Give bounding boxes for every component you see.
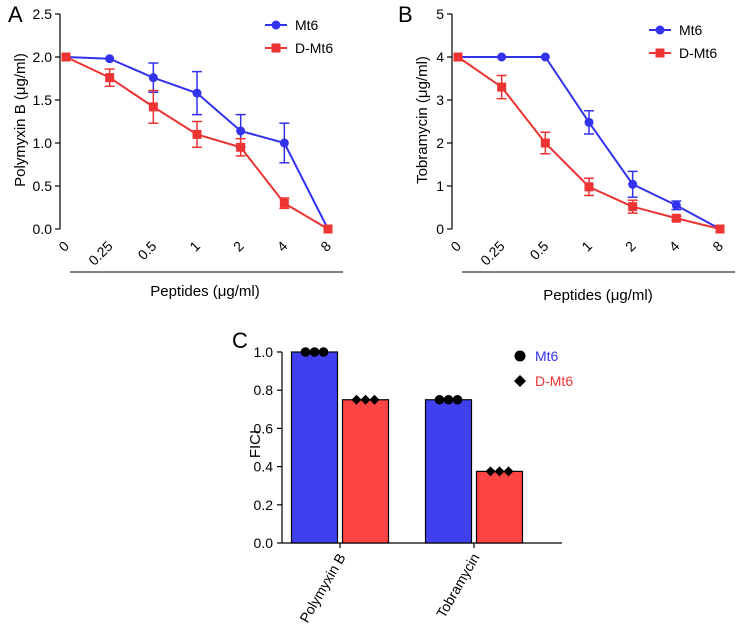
panel-a-point-d-mt6 — [105, 73, 115, 83]
panel-c-point-d-mt6 — [351, 394, 362, 405]
panel-b-legend-label-d-mt6: D-Mt6 — [679, 45, 717, 61]
panel-a-point-mt6 — [148, 73, 158, 83]
panel-b-y-tick-label: 5 — [436, 6, 444, 22]
panel-b-point-d-mt6 — [540, 138, 550, 148]
panel-c-point-mt6 — [452, 394, 463, 405]
panel-c-legend-label-mt6: Mt6 — [535, 348, 559, 364]
panel-c-bar-mt6 — [424, 399, 473, 544]
panel-c-point-mt6 — [309, 347, 320, 357]
panel-c-point-d-mt6 — [485, 466, 496, 477]
panel-c-point-d-mt6 — [369, 394, 380, 405]
panel-b-xlabel: Peptides (μg/ml) — [543, 287, 653, 304]
panel-c-point-mt6 — [318, 347, 329, 357]
panel-c-y-tick-label: 0.8 — [254, 382, 274, 398]
panel-b-x-tick-label: 4 — [666, 238, 683, 255]
panel-b-point-d-mt6 — [584, 182, 594, 192]
panel-c-point-d-mt6 — [494, 466, 505, 477]
panel-a-x-tick-label: 0.25 — [85, 238, 116, 269]
panel-c-chart: C FICI 0.0 0.2 0.4 0.6 0.8 1.0 Polymyxin B Tobr… — [232, 328, 573, 625]
panel-c-y-tick-label: 0.0 — [254, 535, 274, 551]
panel-a-x-tick-label: 0.5 — [134, 238, 159, 263]
panel-a-legend-marker-d-mt6 — [271, 43, 281, 53]
panel-b-x-tick-label: 0.5 — [526, 238, 551, 263]
panel-c-legend-label-d-mt6: D-Mt6 — [535, 373, 573, 389]
panel-c-x-tick-label: Polymyxin B — [296, 551, 348, 625]
panel-a-point-d-mt6 — [61, 52, 71, 62]
panel-a-point-mt6 — [105, 54, 115, 64]
panel-b-point-mt6 — [540, 52, 550, 62]
panel-a-x-tick-label: 0 — [55, 238, 72, 255]
panel-b-x-tick-label: 0 — [447, 238, 464, 255]
panel-a-legend-label-mt6: Mt6 — [295, 17, 319, 33]
panel-b-x-tick-label: 1 — [578, 238, 595, 255]
panel-b-legend-marker-mt6 — [655, 25, 665, 35]
panel-c-y-tick-label: 0.4 — [254, 459, 274, 475]
panel-c-point-mt6 — [434, 394, 445, 405]
panel-b-y-tick-label: 4 — [436, 49, 444, 65]
panel-b-point-mt6 — [497, 52, 507, 62]
panel-a-ylabel: Polymyxin B (μg/ml) — [12, 53, 29, 187]
panel-c-point-mt6 — [300, 347, 311, 357]
panel-a-point-mt6 — [236, 126, 246, 136]
panel-b-legend-marker-d-mt6 — [655, 48, 665, 58]
panel-a-letter: A — [8, 2, 23, 27]
panel-b-legend-label-mt6: Mt6 — [679, 22, 703, 38]
panel-a-y-tick-label: 2.5 — [33, 6, 53, 22]
panel-c-x-tick-label: Tobramycin — [433, 551, 483, 621]
panel-b-letter: B — [398, 2, 413, 27]
panel-c-bar-d-mt6 — [475, 470, 524, 544]
panel-c-point-d-mt6 — [503, 466, 514, 477]
panel-b-x-tick-label: 8 — [709, 238, 726, 255]
panel-c-y-tick-label: 0.6 — [254, 420, 274, 436]
panel-b-point-d-mt6 — [628, 202, 638, 212]
panel-a-xlabel: Peptides (μg/ml) — [150, 283, 260, 300]
panel-c-legend-marker-d-mt6 — [514, 375, 526, 387]
panel-b-point-mt6 — [584, 117, 594, 127]
panel-b-point-d-mt6 — [453, 52, 463, 62]
panel-b-ylabel: Tobramycin (μg/ml) — [414, 56, 431, 184]
panel-a-y-tick-label: 0.5 — [33, 178, 53, 194]
panel-b-y-tick-label: 3 — [436, 92, 444, 108]
panel-b-point-mt6 — [628, 179, 638, 189]
panel-c-y-tick-label: 0.2 — [254, 497, 274, 513]
panel-b-y-tick-label: 2 — [436, 135, 444, 151]
panel-c-letter: C — [232, 328, 248, 353]
panel-a-y-tick-label: 1.5 — [33, 92, 53, 108]
panel-a-x-tick-label: 1 — [186, 238, 203, 255]
panel-a-x-tick-label: 8 — [317, 238, 334, 255]
panel-a-y-tick-label: 0.0 — [33, 221, 53, 237]
panel-b-chart: B Tobramycin (μg/ml) Peptides (μg/ml) 0 1… — [398, 2, 735, 304]
panel-a-point-mt6 — [192, 88, 202, 98]
panel-a-point-mt6 — [279, 138, 289, 148]
panel-c-y-tick-label: 1.0 — [254, 344, 274, 360]
panel-b-x-tick-label: 0.25 — [477, 238, 508, 269]
panel-b-point-mt6 — [671, 200, 681, 210]
panel-a-x-tick-label: 4 — [274, 238, 291, 255]
panel-b-y-tick-label: 1 — [436, 178, 444, 194]
panel-c-bar-d-mt6 — [341, 399, 390, 544]
panel-a-point-d-mt6 — [236, 142, 246, 152]
panel-b-point-d-mt6 — [497, 82, 507, 92]
panel-a-point-d-mt6 — [148, 102, 158, 112]
panel-b-point-d-mt6 — [715, 224, 725, 234]
panel-b-x-tick-label: 2 — [622, 238, 639, 255]
panel-c-ylabel: FICI — [247, 430, 264, 458]
panel-a-y-tick-label: 2.0 — [33, 49, 53, 65]
panel-a-x-tick-label: 2 — [230, 238, 247, 255]
panel-c-legend-marker-mt6 — [514, 350, 526, 362]
panel-b-y-tick-label: 0 — [436, 221, 444, 237]
panel-a-y-tick-label: 1.0 — [33, 135, 53, 151]
panel-c-bar-mt6 — [290, 351, 339, 544]
panel-c-point-mt6 — [443, 394, 454, 405]
panel-c-point-d-mt6 — [360, 394, 371, 405]
panel-a-chart: A Polymyxin B (μg/ml) Peptides (μg/ml) 0… — [8, 2, 343, 300]
panel-a-point-d-mt6 — [279, 198, 289, 208]
panel-a-legend-label-d-mt6: D-Mt6 — [295, 40, 333, 56]
panel-a-legend-marker-mt6 — [271, 20, 281, 30]
panel-a-point-d-mt6 — [323, 224, 333, 234]
panel-a-point-d-mt6 — [192, 129, 202, 139]
panel-b-point-d-mt6 — [671, 213, 681, 223]
